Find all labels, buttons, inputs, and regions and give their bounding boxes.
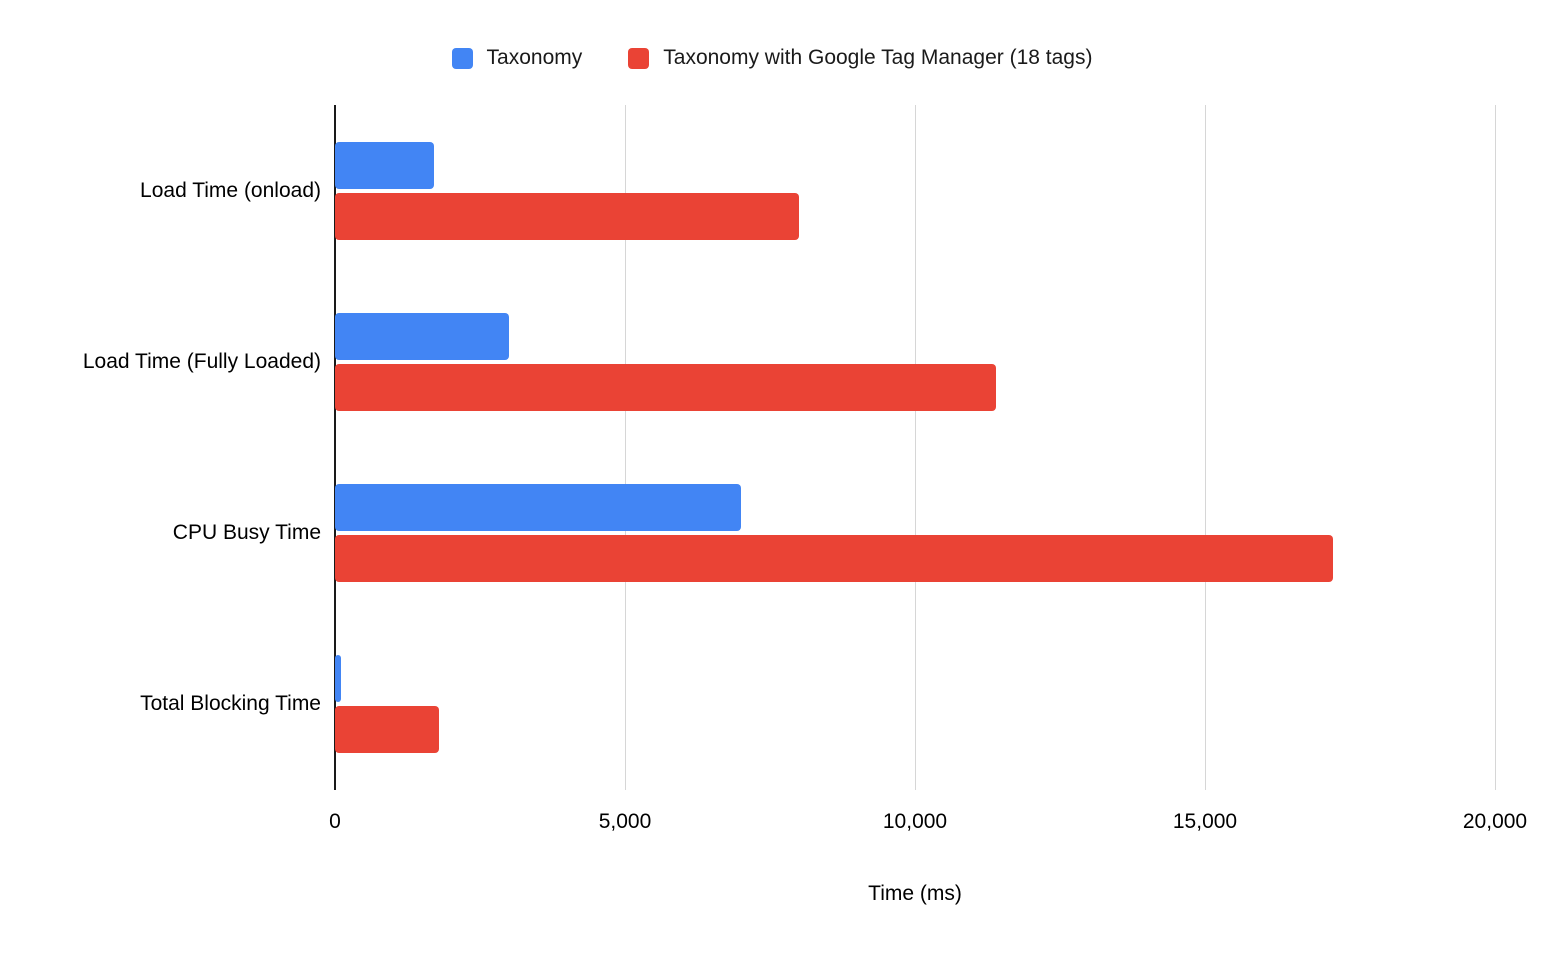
bar: [335, 312, 509, 360]
legend-label: Taxonomy: [486, 46, 583, 69]
bar: [335, 535, 1333, 583]
gridline: [915, 105, 916, 790]
category-group: CPU Busy Time: [0, 448, 1495, 619]
x-tick-label: 20,000: [1462, 810, 1528, 833]
legend-label: Taxonomy with Google Tag Manager (18 tag…: [663, 46, 1093, 69]
legend: Taxonomy Taxonomy with Google Tag Manager…: [0, 46, 1544, 70]
bar: [335, 363, 997, 411]
legend-item: Taxonomy: [451, 46, 583, 70]
bar: [335, 192, 799, 240]
category-label: Load Time (Fully Loaded): [82, 349, 321, 373]
category-label: Load Time (onload): [140, 178, 321, 202]
gridlines: [334, 105, 1496, 790]
legend-swatch: [628, 47, 650, 69]
x-tick-label: 10,000: [882, 810, 948, 833]
category-group: Load Time (Fully Loaded): [0, 276, 1495, 447]
x-axis-title: Time (ms): [868, 882, 962, 905]
x-axis-ticks: 0 5,000 10,000 15,000 20,000: [329, 810, 1527, 840]
category-label: Total Blocking Time: [140, 692, 321, 716]
gridline: [1205, 105, 1206, 790]
bar: [335, 655, 341, 703]
gridline: [1495, 105, 1496, 790]
bar-group: [335, 141, 1495, 240]
x-tick-label: 5,000: [598, 810, 652, 833]
legend-item: Taxonomy with Google Tag Manager (18 tag…: [628, 46, 1092, 70]
x-tick-label: 0: [329, 810, 341, 833]
category-group: Load Time (onload): [0, 105, 1495, 276]
x-tick-label: 15,000: [1172, 810, 1238, 833]
legend-swatch: [451, 47, 473, 69]
bar-group: [335, 655, 1495, 754]
bar: [335, 706, 440, 754]
chart-body: Load Time (onload) Load Time (Fully Loade…: [0, 105, 1495, 790]
bar-group: [335, 484, 1495, 583]
gridline: [625, 105, 626, 790]
bar: [335, 484, 741, 532]
category-group: Total Blocking Time: [0, 619, 1495, 790]
y-axis-baseline: [334, 105, 336, 790]
category-label: CPU Busy Time: [172, 521, 321, 545]
bar-group: [335, 312, 1495, 411]
bar: [335, 141, 434, 189]
